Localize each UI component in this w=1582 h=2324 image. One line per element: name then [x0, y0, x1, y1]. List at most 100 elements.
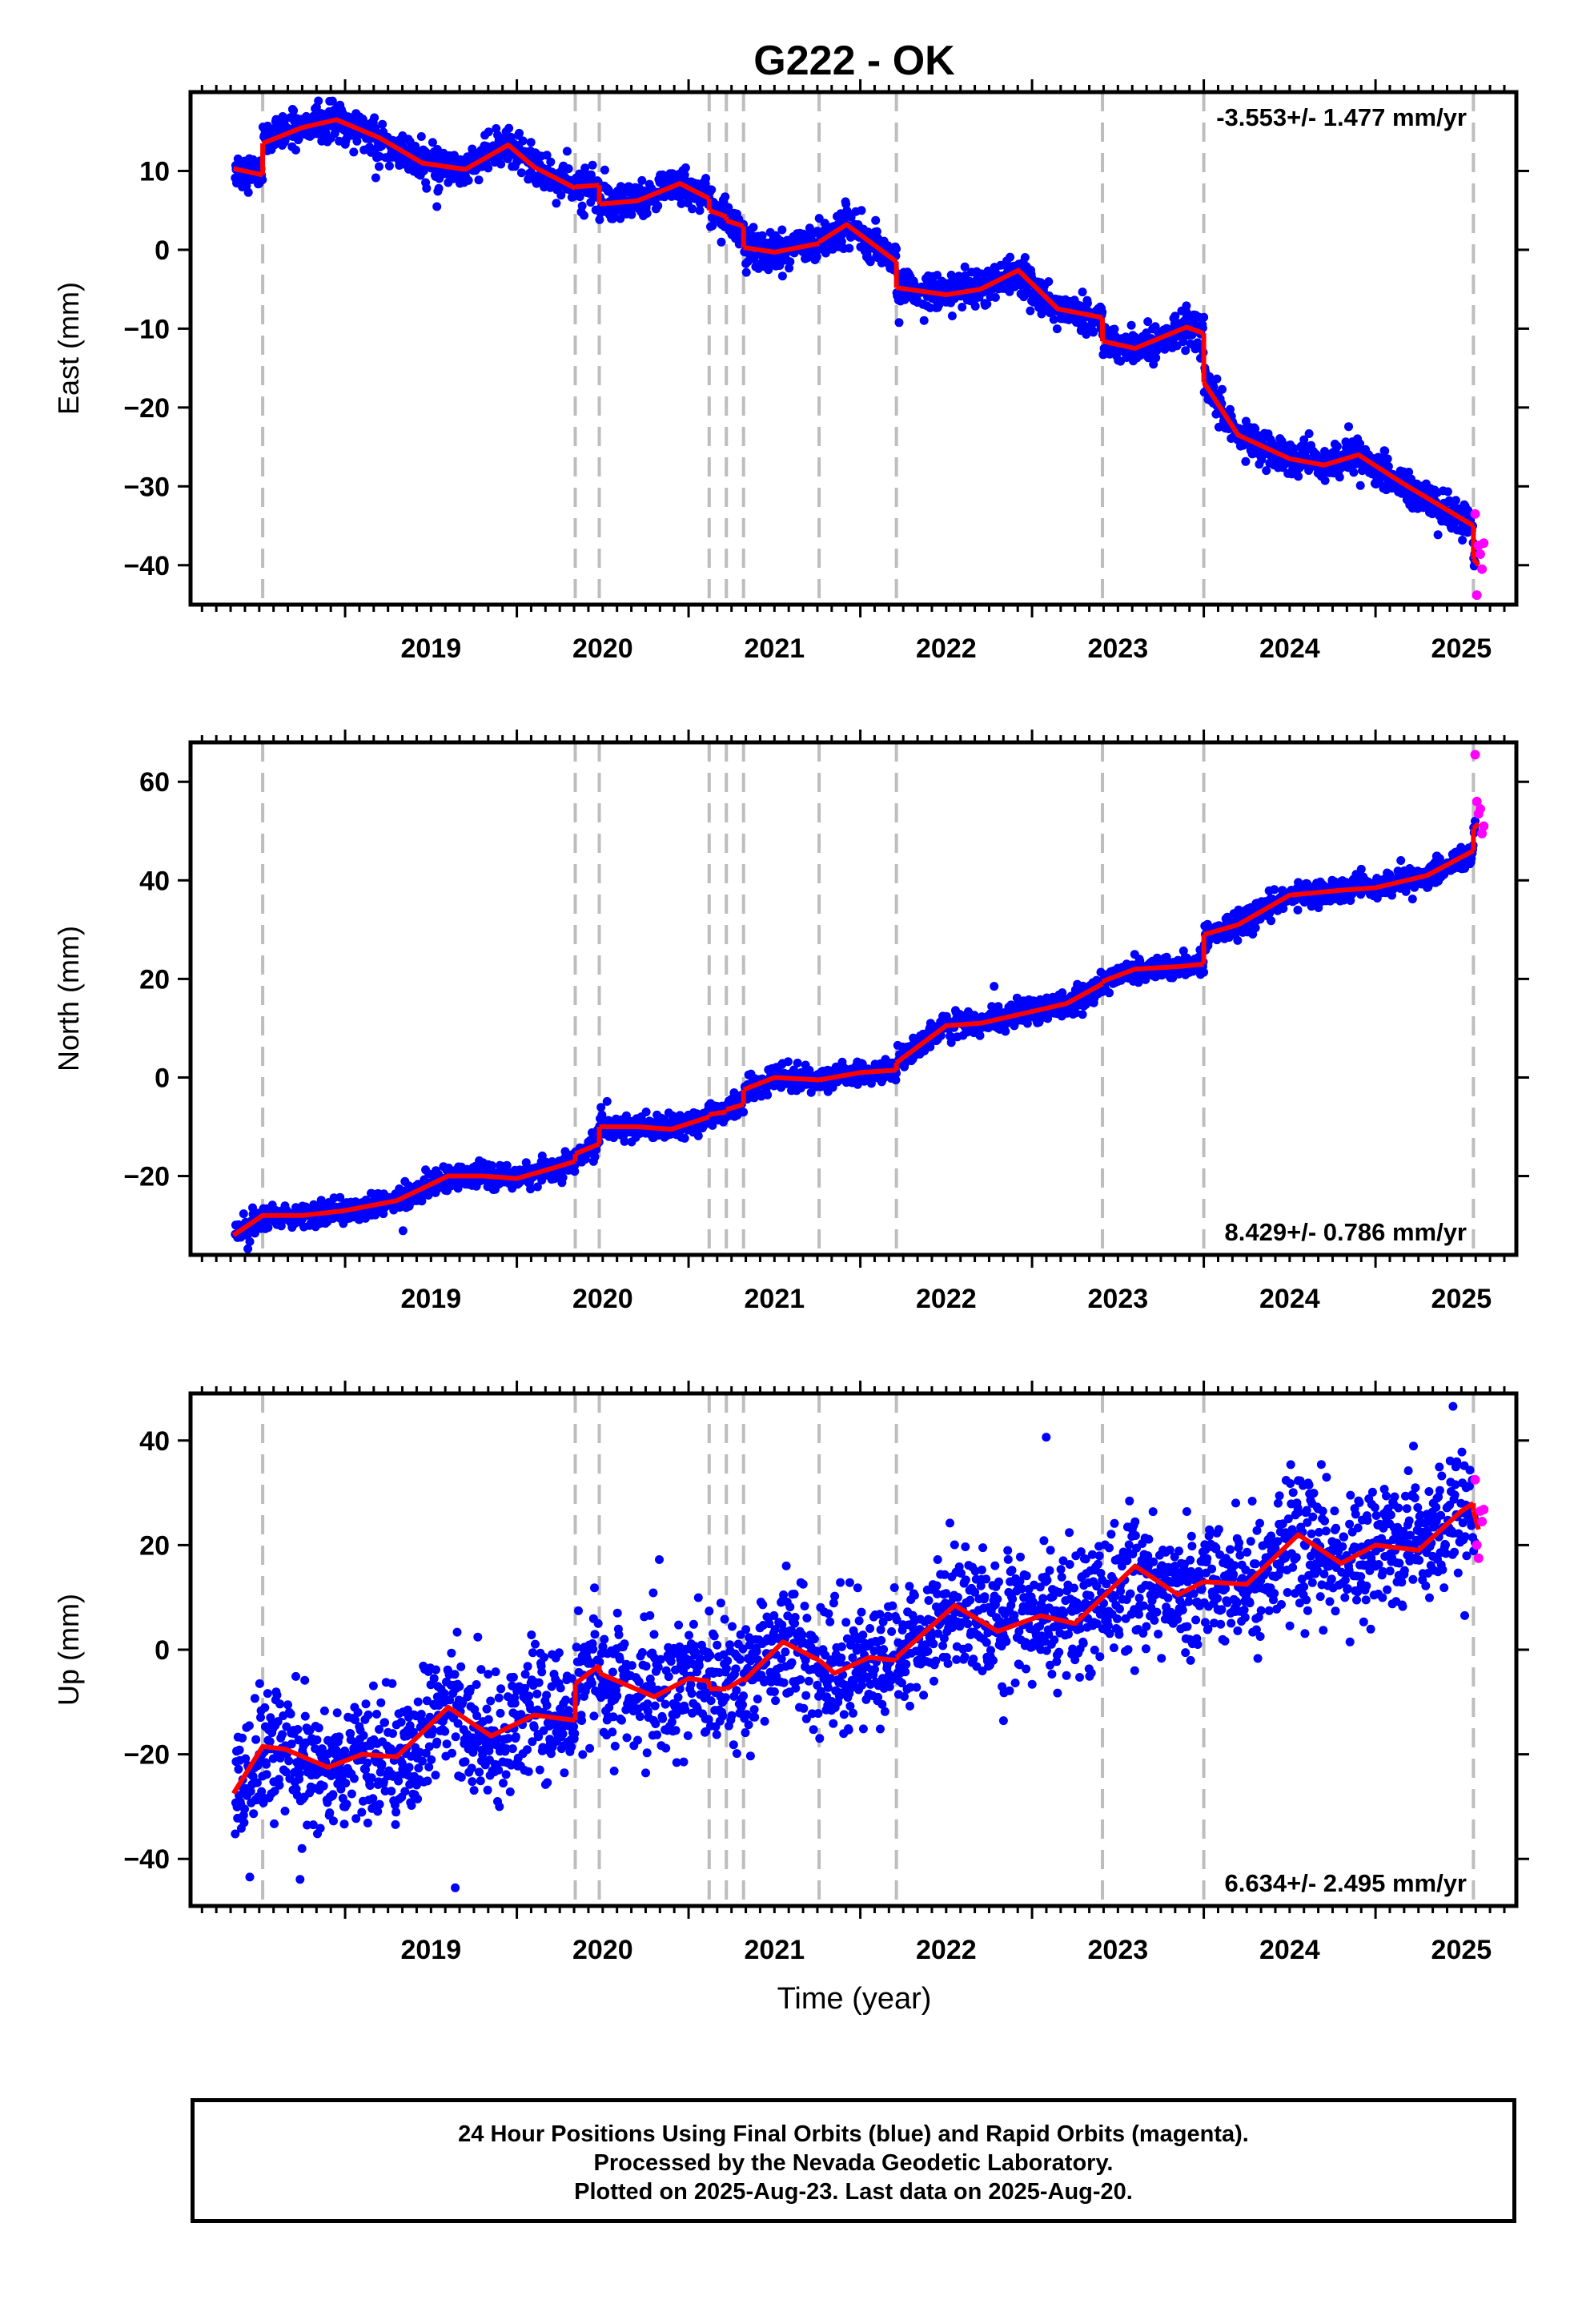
data-point-final [562, 147, 572, 156]
data-point-final [556, 191, 566, 200]
data-point-final [243, 1244, 253, 1253]
data-point-final [1289, 444, 1299, 453]
data-point-final [1141, 975, 1150, 984]
data-point-final [484, 127, 493, 137]
data-point-final [763, 1090, 773, 1100]
data-point-final [1026, 306, 1035, 316]
data-point-final [777, 225, 787, 235]
data-point-final [933, 271, 942, 280]
data-point-final [526, 138, 536, 147]
data-point-final [250, 1228, 259, 1238]
data-point-final [496, 159, 506, 169]
data-point-final [857, 1059, 867, 1068]
y-tick-label: −10 [123, 314, 170, 344]
data-point-final [1320, 476, 1330, 485]
panel-east: 2019 2020 2021 2022 2023 2024 2025100−10−20−30… [52, 79, 1529, 664]
data-point-final [327, 96, 337, 106]
data-point-final [239, 1209, 248, 1219]
model-segment [575, 183, 600, 190]
data-point-final [1355, 439, 1365, 448]
data-point-final [521, 1158, 531, 1168]
data-point-final [1356, 864, 1366, 874]
data-point-final [1458, 536, 1468, 545]
data-point-final [1105, 988, 1114, 998]
data-point-final [588, 160, 597, 170]
x-tick-label: 2020 [572, 633, 633, 664]
data-point-final [370, 113, 379, 123]
data-point-final [708, 1120, 717, 1130]
data-point-final [741, 267, 751, 277]
data-point-final [1006, 252, 1015, 262]
x-tick-label: 2021 [745, 633, 805, 664]
data-point-final [724, 203, 733, 212]
data-point-final [990, 982, 999, 991]
data-point-final [422, 183, 432, 193]
data-point-final [1182, 301, 1191, 311]
data-point-final [871, 215, 881, 225]
data-point-final [1078, 1010, 1087, 1019]
data-point-final [596, 1103, 606, 1112]
data-point-final [892, 244, 901, 254]
data-point-final [1049, 315, 1058, 324]
data-point-final [484, 163, 493, 173]
data-point-final [417, 1196, 427, 1206]
data-point-final [314, 96, 323, 106]
data-point-final [865, 257, 875, 267]
data-point-final [841, 199, 851, 209]
data-point-final [289, 106, 299, 115]
data-point-final [1181, 346, 1191, 356]
y-tick-label: 10 [139, 156, 170, 187]
data-point-final [444, 1164, 453, 1172]
model-segment [743, 241, 820, 255]
model-segment [725, 218, 745, 229]
data-point-final [717, 237, 726, 247]
data-point-final [291, 145, 300, 155]
data-point-final [812, 252, 821, 261]
data-point-final [695, 206, 705, 215]
data-point-final [552, 199, 561, 208]
data-point-final [845, 243, 854, 253]
data-point-final [504, 123, 514, 133]
data-point-final [1126, 320, 1136, 330]
data-point-final [1383, 454, 1392, 464]
data-point-final [627, 210, 636, 219]
data-point-final [688, 204, 697, 214]
data-point-final [416, 132, 426, 141]
axes-frame [188, 90, 1519, 607]
y-tick-label: −20 [123, 393, 170, 424]
data-point-final [785, 263, 794, 273]
data-point-final [474, 175, 484, 185]
data-point-final [464, 175, 473, 185]
data-point-final [1010, 1021, 1019, 1031]
data-point-final [1251, 923, 1260, 933]
data-point-final [570, 1167, 580, 1176]
model-segment [1472, 557, 1481, 567]
data-point-final [1170, 312, 1180, 321]
data-point-final [677, 199, 686, 208]
y-tick-label: −30 [123, 472, 170, 502]
data-point-final [1205, 372, 1215, 381]
data-point-final [600, 165, 609, 175]
data-point-final [546, 157, 556, 167]
data-point-final [580, 211, 588, 220]
x-tick-label: 2019 [400, 633, 461, 664]
data-point-final [1267, 916, 1276, 926]
data-point-final [1058, 988, 1067, 998]
data-point-final [680, 1133, 689, 1143]
data-point-final [1443, 487, 1452, 497]
data-point-final [1380, 446, 1390, 456]
data-point-final [958, 303, 967, 312]
data-point-rapid [1479, 538, 1489, 549]
data-point-final [749, 223, 758, 232]
data-point-rapid [1472, 590, 1482, 601]
data-point-final [1071, 1008, 1081, 1018]
data-point-final [398, 1226, 408, 1236]
data-point-final [1241, 456, 1251, 466]
data-point-final [891, 1076, 901, 1085]
plot-area-east [231, 96, 1489, 601]
data-point-final [1344, 422, 1353, 432]
data-point-final [1178, 337, 1188, 347]
data-point-rapid [1477, 564, 1488, 574]
data-point-final [335, 1192, 345, 1202]
data-point-final [642, 208, 652, 218]
